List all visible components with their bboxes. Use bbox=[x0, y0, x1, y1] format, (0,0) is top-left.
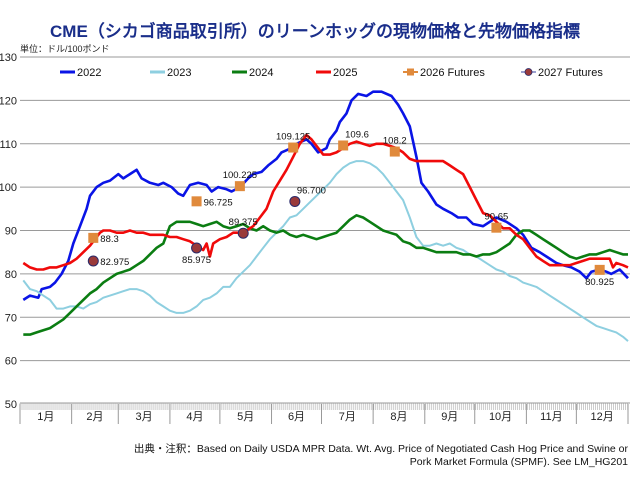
futures-2026-marker bbox=[389, 146, 400, 157]
legend-item-2026-futures: 2026 Futures bbox=[403, 67, 485, 79]
futures-data-label: 100.225 bbox=[223, 170, 257, 181]
futures-2027-marker bbox=[237, 227, 249, 239]
month-label: 7月 bbox=[339, 411, 356, 423]
futures-2026-marker bbox=[88, 232, 99, 243]
month-label: 11月 bbox=[540, 411, 562, 423]
gridlines bbox=[20, 56, 630, 362]
legend-label: 2023 bbox=[167, 67, 191, 79]
y-tick-label: 110 bbox=[0, 139, 17, 151]
legend-label: 2024 bbox=[249, 67, 273, 79]
legend-item-2022: 2022 bbox=[60, 67, 101, 79]
source-note-line-2: Pork Market Formula (SPMF). See LM_HG201 bbox=[409, 456, 628, 468]
futures-2026-marker bbox=[491, 222, 502, 233]
month-label: 12月 bbox=[591, 411, 614, 423]
futures-2026-marker bbox=[191, 196, 202, 207]
futures-2026-marker bbox=[338, 140, 349, 151]
futures-data-label: 82.975 bbox=[100, 257, 129, 268]
source-note-line-1: 出典・注釈：Based on Daily USDA MPR Data. Wt. … bbox=[133, 443, 628, 455]
legend-item-2025: 2025 bbox=[316, 67, 357, 79]
x-axis-ruler bbox=[20, 403, 630, 411]
y-tick-label: 130 bbox=[0, 52, 17, 64]
legend: 2022 2023 2024 2025 2026 Futures 2027 Futures bbox=[60, 67, 603, 79]
month-label: 8月 bbox=[390, 411, 407, 423]
y-tick-label: 120 bbox=[0, 95, 17, 107]
futures-data-label: 85.975 bbox=[182, 255, 211, 266]
futures-data-label: 96.725 bbox=[204, 197, 233, 208]
month-label: 6月 bbox=[288, 411, 305, 423]
chart-title: CME（シカゴ商品取引所）のリーンホッグの現物価格と先物価格指標 bbox=[50, 22, 580, 41]
futures-data-label: 109.125 bbox=[276, 132, 310, 143]
unit-label: 単位：ドル/100ポンド bbox=[20, 44, 110, 54]
legend-label: 2025 bbox=[333, 67, 357, 79]
futures-data-label: 109.6 bbox=[345, 129, 369, 140]
futures-data-label: 88.3 bbox=[100, 234, 119, 245]
month-label: 10月 bbox=[489, 411, 512, 423]
series-line-2023 bbox=[22, 160, 629, 342]
month-label: 5月 bbox=[237, 411, 254, 423]
series-line-2024 bbox=[23, 214, 628, 336]
legend-item-2027-futures: 2027 Futures bbox=[521, 67, 603, 79]
y-tick-label: 70 bbox=[5, 312, 17, 324]
month-label: 9月 bbox=[441, 411, 458, 423]
futures-data-label: 90.65 bbox=[485, 212, 509, 223]
futures-2027-marker bbox=[191, 242, 203, 254]
futures-markers: 88.3 96.725 100.225 109.125 109.6 108.2 90.65 8… bbox=[87, 129, 614, 288]
futures-data-label: 108.2 bbox=[383, 136, 407, 147]
month-label: 4月 bbox=[186, 411, 203, 423]
legend-label: 2022 bbox=[77, 67, 101, 79]
legend-item-2023: 2023 bbox=[150, 67, 191, 79]
y-tick-label: 60 bbox=[5, 356, 17, 368]
y-axis: 130 120 110 100 90 80 70 60 50 bbox=[0, 52, 17, 411]
series-lines bbox=[22, 90, 629, 342]
month-label: 2月 bbox=[86, 411, 103, 423]
futures-2026-marker bbox=[234, 181, 245, 192]
legend-item-2024: 2024 bbox=[232, 67, 273, 79]
month-label: 1月 bbox=[37, 411, 54, 423]
y-tick-label: 50 bbox=[5, 399, 17, 411]
futures-data-label: 80.925 bbox=[585, 277, 614, 288]
series-line-2025 bbox=[22, 133, 629, 271]
y-tick-label: 90 bbox=[5, 226, 17, 238]
legend-label: 2027 Futures bbox=[538, 67, 603, 79]
futures-2026-marker bbox=[288, 142, 299, 153]
legend-circle-marker bbox=[524, 68, 533, 76]
futures-2027-marker bbox=[289, 195, 301, 207]
futures-2027-marker bbox=[87, 255, 99, 267]
y-tick-label: 80 bbox=[5, 269, 17, 281]
legend-square-marker bbox=[407, 68, 414, 76]
futures-data-label: 89.375 bbox=[229, 217, 258, 228]
futures-data-label: 96.700 bbox=[297, 185, 326, 196]
month-label: 3月 bbox=[136, 411, 153, 423]
futures-2026-marker bbox=[594, 264, 605, 275]
y-tick-label: 100 bbox=[0, 182, 17, 194]
x-axis: 1月 2月 3月 4月 5月 6月 7月 8月 9月 10月 11月 12月 bbox=[19, 402, 630, 424]
legend-label: 2026 Futures bbox=[420, 67, 485, 79]
